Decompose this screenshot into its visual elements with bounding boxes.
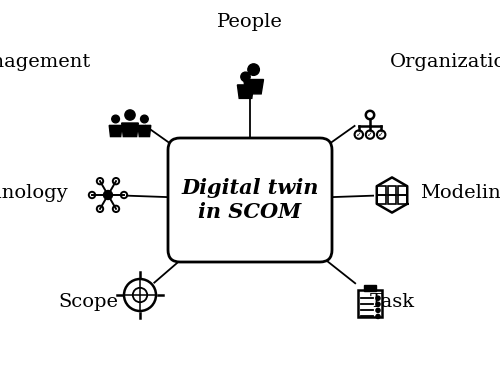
Bar (398, 186, 407, 195)
Circle shape (125, 110, 135, 120)
Text: Technology: Technology (0, 184, 68, 202)
Text: Task: Task (370, 293, 415, 311)
Text: Organization: Organization (390, 53, 500, 71)
Circle shape (248, 64, 260, 75)
Bar (377, 186, 386, 195)
Text: ✓: ✓ (367, 132, 373, 138)
Circle shape (376, 296, 380, 300)
Circle shape (376, 308, 380, 313)
Bar (388, 195, 396, 204)
Bar (377, 195, 386, 204)
Circle shape (376, 302, 380, 306)
Text: ✓: ✓ (356, 132, 362, 138)
Bar (398, 195, 407, 204)
Polygon shape (238, 85, 254, 98)
Bar (388, 186, 396, 195)
Text: Scope: Scope (58, 293, 118, 311)
Text: Digital twin
in SCOM: Digital twin in SCOM (182, 178, 318, 222)
Text: ✓: ✓ (378, 132, 384, 138)
Circle shape (241, 72, 250, 81)
Text: Management: Management (0, 53, 90, 71)
Text: People: People (217, 13, 283, 31)
Bar (358, 290, 382, 317)
Polygon shape (244, 79, 264, 94)
Text: Modeling: Modeling (420, 184, 500, 202)
Polygon shape (122, 123, 138, 137)
Circle shape (104, 191, 112, 200)
Circle shape (140, 115, 148, 123)
Polygon shape (138, 125, 151, 137)
Circle shape (376, 314, 380, 319)
Polygon shape (109, 125, 122, 137)
FancyBboxPatch shape (168, 138, 332, 262)
Circle shape (112, 115, 120, 123)
Bar (364, 285, 376, 291)
